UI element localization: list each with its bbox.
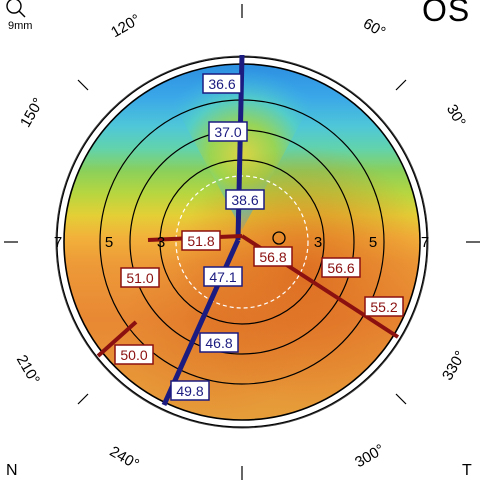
red-labels: 51.8 56.8 51.0 56.6 55.2 50.0 <box>114 230 404 365</box>
svg-text:46.8: 46.8 <box>205 335 232 351</box>
apex-marker <box>272 231 286 245</box>
ring-label-5-left: 5 <box>105 234 113 251</box>
svg-text:55.2: 55.2 <box>370 299 397 315</box>
svg-text:47.1: 47.1 <box>209 269 236 285</box>
value-box-55-2: 55.2 <box>364 296 404 317</box>
value-box-38-6: 38.6 <box>225 189 265 210</box>
value-box-47-1: 47.1 <box>203 266 243 287</box>
svg-text:51.0: 51.0 <box>126 270 153 286</box>
angle-210: 210° <box>13 352 43 387</box>
angle-300: 300° <box>352 441 387 471</box>
value-box-49-8: 49.8 <box>170 380 210 401</box>
value-box-51-0: 51.0 <box>120 267 160 288</box>
ring-label-5-right: 5 <box>369 234 377 251</box>
nasal-label: N <box>6 462 18 479</box>
angle-150: 150° <box>17 95 47 130</box>
svg-text:56.8: 56.8 <box>259 249 286 265</box>
value-box-56-6: 56.6 <box>321 257 361 278</box>
angle-240: 240° <box>107 443 142 473</box>
value-box-51-8: 51.8 <box>181 230 221 251</box>
ring-label-3-left: 3 <box>157 234 165 251</box>
svg-text:51.8: 51.8 <box>187 233 214 249</box>
blue-labels: 36.6 37.0 38.6 47.1 46.8 49.8 <box>170 73 265 401</box>
temporal-label: T <box>462 462 472 479</box>
outer-ticks <box>4 4 480 480</box>
value-box-37-0: 37.0 <box>208 121 248 142</box>
angle-330: 330° <box>439 348 469 383</box>
svg-text:56.6: 56.6 <box>327 260 354 276</box>
ring-label-7-right: 7 <box>421 234 429 251</box>
pupil-ring <box>175 175 309 309</box>
ring-label-7-left: 7 <box>54 234 62 251</box>
angle-120: 120° <box>108 11 143 41</box>
svg-text:50.0: 50.0 <box>120 347 147 363</box>
svg-text:38.6: 38.6 <box>231 192 258 208</box>
eye-label: OS <box>422 0 471 28</box>
magnifier-icon[interactable] <box>6 0 26 18</box>
ring-label-3-right: 3 <box>314 234 322 251</box>
svg-text:37.0: 37.0 <box>214 124 241 140</box>
value-box-56-8: 56.8 <box>253 246 293 267</box>
ring-scale-labels: 7 5 3 3 5 7 <box>54 234 429 251</box>
value-box-46-8: 46.8 <box>199 332 239 353</box>
value-box-36-6: 36.6 <box>202 73 242 94</box>
angle-30: 30° <box>443 102 469 130</box>
svg-text:49.8: 49.8 <box>176 383 203 399</box>
scale-label: 9mm <box>8 20 33 32</box>
value-box-50-0: 50.0 <box>114 344 154 365</box>
angle-60: 60° <box>360 15 388 41</box>
svg-text:36.6: 36.6 <box>208 76 235 92</box>
